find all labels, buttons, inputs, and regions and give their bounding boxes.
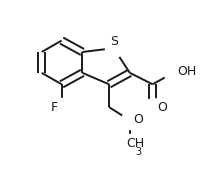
Text: 3: 3 <box>135 147 141 157</box>
Text: F: F <box>50 101 57 114</box>
Text: S: S <box>110 35 118 48</box>
Text: O: O <box>134 113 143 126</box>
Text: CH: CH <box>126 137 144 150</box>
Text: OH: OH <box>177 65 196 78</box>
Text: O: O <box>157 101 167 114</box>
